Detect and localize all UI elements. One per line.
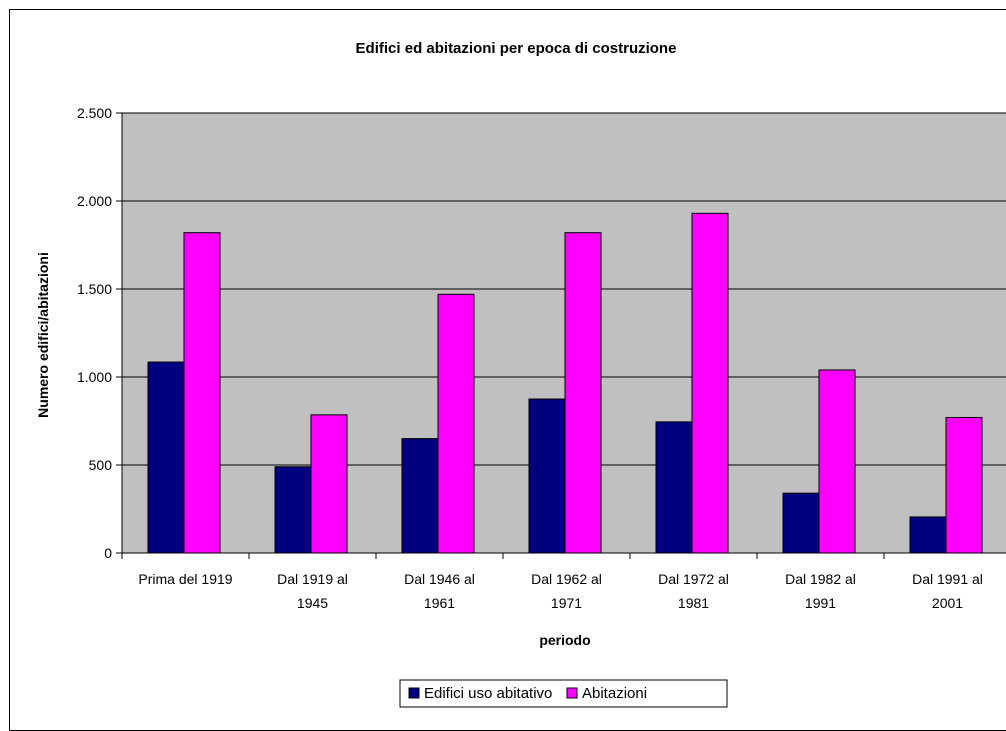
y-tick-label: 0 (104, 545, 112, 561)
bar-edifici (909, 516, 947, 554)
legend-box (399, 679, 728, 708)
x-tick-label: 1945 (297, 595, 328, 611)
legend-label: Abitazioni (582, 685, 647, 702)
x-tick-label: Prima del 1919 (138, 571, 232, 587)
x-tick-label: Dal 1972 al (658, 571, 729, 587)
y-tick-label: 500 (89, 457, 113, 473)
bar-edifici (528, 398, 566, 554)
bar-abitazioni (564, 232, 602, 554)
y-tick-label: 1.000 (77, 369, 112, 385)
bar-abitazioni (310, 414, 348, 554)
x-tick-label: Dal 1919 al (277, 571, 348, 587)
y-tick-label: 1.500 (77, 281, 112, 297)
bar-edifici (655, 421, 693, 554)
legend-swatch (566, 687, 578, 699)
bar-abitazioni (818, 369, 856, 554)
legend: Edifici uso abitativo Abitazioni (399, 679, 728, 708)
chart-title: Edifici ed abitazioni per epoca di costr… (356, 40, 677, 57)
x-tick-label: Dal 1991 al (912, 571, 983, 587)
legend-label: Edifici uso abitativo (424, 685, 552, 702)
x-tick-label: 1961 (424, 595, 455, 611)
x-axis-title: periodo (539, 632, 590, 648)
bar-edifici (147, 361, 185, 554)
bar-chart: Edifici ed abitazioni per epoca di costr… (35, 40, 1006, 708)
legend-swatch (408, 687, 420, 699)
bar-abitazioni (691, 212, 729, 554)
x-tick-label: Dal 1962 al (531, 571, 602, 587)
x-tick-label: 1991 (805, 595, 836, 611)
bar-edifici (401, 438, 439, 554)
x-tick-label: 1981 (678, 595, 709, 611)
x-tick-label: 2001 (932, 595, 963, 611)
bar-abitazioni (437, 293, 475, 554)
y-tick-label: 2.000 (77, 193, 112, 209)
bar-abitazioni (945, 416, 983, 554)
x-tick-label: 1971 (551, 595, 582, 611)
x-tick-label: Dal 1946 al (404, 571, 475, 587)
bar-abitazioni (183, 232, 221, 554)
x-tick-label: Dal 1982 al (785, 571, 856, 587)
bar-edifici (782, 492, 820, 554)
bar-edifici (274, 466, 312, 554)
plot-area: 0 500 1.000 1.500 2.000 2.500 Prima del 1919 Da… (77, 105, 1006, 611)
y-axis-title: Numero edifici/abitazioni (35, 252, 51, 418)
y-tick-label: 2.500 (77, 105, 112, 121)
